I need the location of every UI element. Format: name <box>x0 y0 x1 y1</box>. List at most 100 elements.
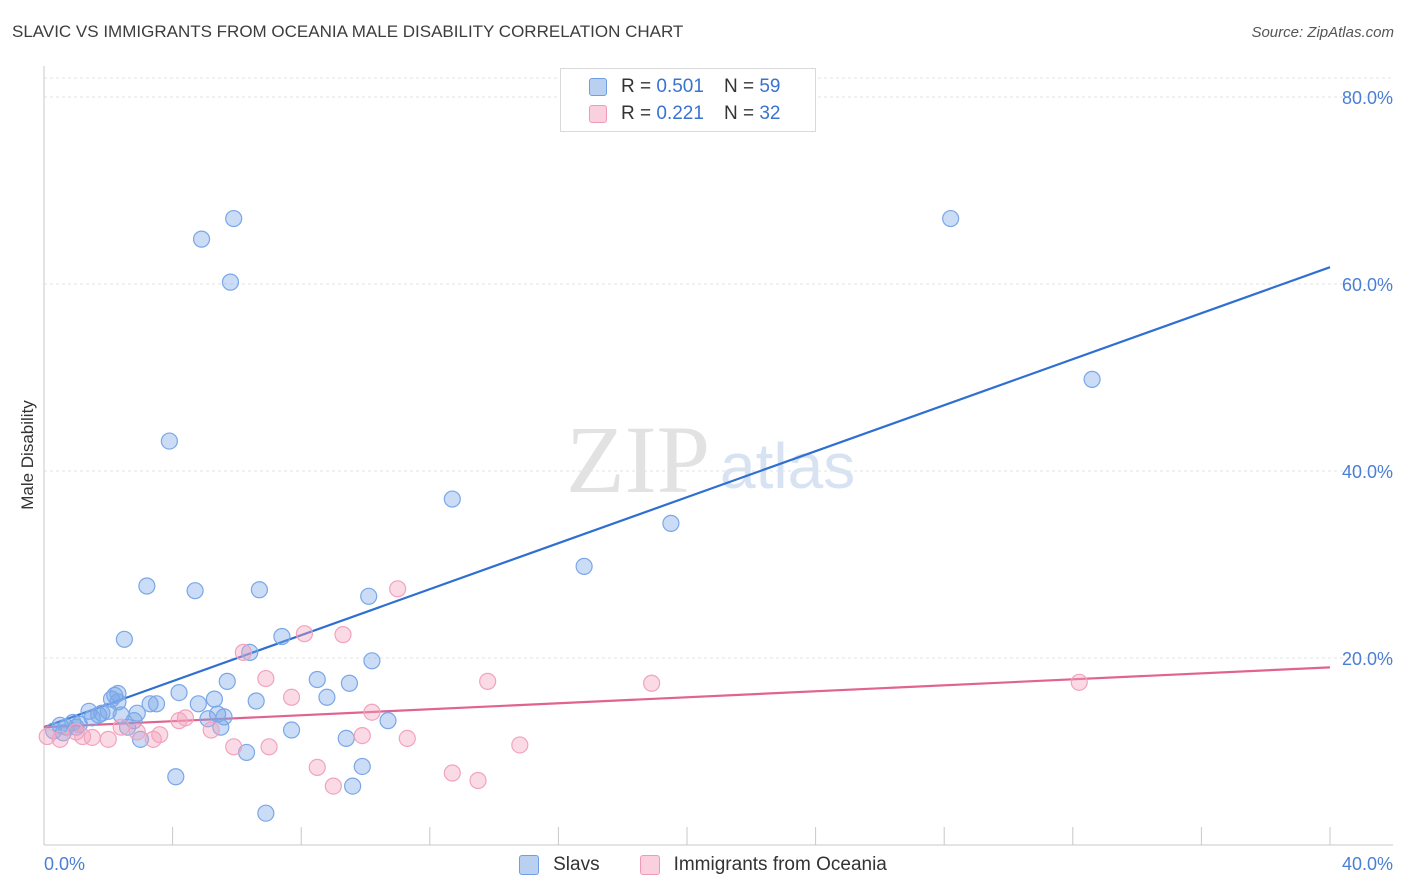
chart-title: SLAVIC VS IMMIGRANTS FROM OCEANIA MALE D… <box>12 22 684 41</box>
data-point-slavs <box>353 757 371 776</box>
data-point-slavs <box>662 514 680 532</box>
data-point-oceania <box>99 730 117 748</box>
legend-swatch-slavs <box>519 855 540 875</box>
data-point-oceania <box>51 730 69 748</box>
data-point-oceania <box>260 738 278 756</box>
legend-n-value: 32 <box>759 103 781 124</box>
data-point-slavs <box>138 577 156 595</box>
data-point-slavs <box>257 804 275 822</box>
data-point-slavs <box>221 273 240 291</box>
data-point-slavs <box>212 718 230 736</box>
legend-r-value: 0.501 <box>656 76 704 97</box>
legend-swatch-oceania <box>589 105 607 123</box>
data-point-slavs <box>192 230 211 248</box>
data-point-slavs <box>205 690 223 708</box>
data-point-oceania <box>234 643 252 661</box>
y-tick-labels: 20.0% 40.0% 60.0% 80.0% <box>1342 88 1393 669</box>
legend-label-slavs: Slavs <box>553 854 600 875</box>
data-point-oceania <box>282 688 301 706</box>
data-point-slavs <box>443 490 461 508</box>
data-point-oceania <box>353 727 371 745</box>
data-point-slavs <box>379 712 397 730</box>
correlation-legend: R = 0.501 N = 59 R = 0.221 N = 32 <box>560 68 816 132</box>
legend-n-label: N = <box>723 76 755 97</box>
data-point-slavs <box>141 695 159 713</box>
data-point-oceania <box>511 736 529 754</box>
data-point-slavs <box>340 674 359 692</box>
data-point-slavs <box>308 670 326 689</box>
y-tick-label: 60.0% <box>1342 275 1393 295</box>
legend-item-slavs: Slavs <box>519 854 600 876</box>
data-points <box>38 209 1101 822</box>
data-point-slavs <box>218 672 236 690</box>
series-legend: Slavs Immigrants from Oceania <box>0 852 1406 878</box>
data-point-slavs <box>247 692 265 710</box>
y-tick-label: 40.0% <box>1342 462 1393 482</box>
data-point-slavs <box>93 704 111 722</box>
axes <box>43 66 1393 846</box>
data-point-oceania <box>324 777 342 795</box>
watermark-zip: ZIP <box>566 406 710 513</box>
data-point-oceania <box>112 718 130 736</box>
data-point-oceania <box>225 738 243 756</box>
data-point-slavs <box>337 729 355 748</box>
data-point-oceania <box>128 723 146 741</box>
data-point-oceania <box>389 580 407 598</box>
legend-swatch-slavs <box>589 78 607 96</box>
data-point-slavs <box>942 209 960 228</box>
y-tick-label: 80.0% <box>1342 88 1393 108</box>
data-point-slavs <box>170 683 188 702</box>
data-point-oceania <box>363 703 381 721</box>
legend-swatch-oceania <box>639 855 660 875</box>
data-point-oceania <box>83 728 101 747</box>
data-point-slavs <box>118 718 137 736</box>
data-point-slavs <box>186 582 204 600</box>
legend-r-label: R = <box>621 103 652 124</box>
legend-row-slavs: R = 0.501 N = 59 <box>589 74 780 100</box>
data-point-slavs <box>147 695 166 713</box>
data-point-oceania <box>469 771 487 790</box>
data-point-slavs <box>360 587 378 605</box>
data-point-slavs <box>250 581 269 599</box>
data-point-oceania <box>295 625 314 643</box>
data-point-slavs <box>1083 370 1101 388</box>
data-point-slavs <box>344 777 362 795</box>
data-point-oceania <box>202 721 220 739</box>
data-point-slavs <box>318 688 336 706</box>
legend-r-value: 0.221 <box>656 103 704 124</box>
data-point-oceania <box>334 626 352 644</box>
data-point-oceania <box>398 729 416 748</box>
gridlines <box>44 77 1393 659</box>
data-point-slavs <box>282 721 301 739</box>
data-point-oceania <box>257 669 275 688</box>
data-point-slavs <box>363 652 381 670</box>
data-point-slavs <box>575 557 593 575</box>
data-point-oceania <box>38 727 56 746</box>
data-point-oceania <box>643 674 661 692</box>
trend-lines <box>43 266 1331 729</box>
data-point-slavs <box>189 695 207 713</box>
chart-source: Source: ZipAtlas.com <box>1251 24 1394 41</box>
data-point-slavs <box>215 708 233 726</box>
legend-n-value: 59 <box>759 76 781 97</box>
legend-label-oceania: Immigrants from Oceania <box>673 854 887 875</box>
data-point-oceania <box>1070 673 1088 691</box>
x-tick-label-max: 40.0% <box>1342 854 1393 874</box>
data-point-slavs <box>64 713 82 732</box>
data-point-slavs <box>109 684 127 703</box>
legend-n-label: N = <box>723 103 755 124</box>
data-point-oceania <box>479 672 497 690</box>
data-point-oceania <box>308 758 326 776</box>
trend-line-slavs <box>43 266 1331 729</box>
data-point-oceania <box>443 764 461 782</box>
data-point-oceania <box>151 726 169 744</box>
watermark-atlas: atlas <box>720 430 855 502</box>
legend-r-label: R = <box>621 76 652 97</box>
trend-line-oceania <box>43 666 1331 729</box>
y-tick-label: 20.0% <box>1342 649 1393 669</box>
data-point-slavs <box>128 704 146 722</box>
data-point-slavs <box>115 630 133 648</box>
data-point-slavs <box>273 627 291 646</box>
x-tick-label-min: 0.0% <box>44 854 85 874</box>
